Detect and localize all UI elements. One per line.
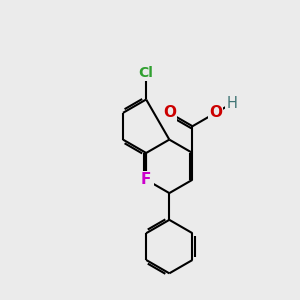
Text: H: H — [226, 96, 237, 111]
Text: N: N — [140, 172, 152, 187]
Text: O: O — [163, 105, 176, 120]
Text: F: F — [141, 172, 151, 187]
Text: O: O — [209, 105, 222, 120]
Text: Cl: Cl — [139, 66, 154, 80]
